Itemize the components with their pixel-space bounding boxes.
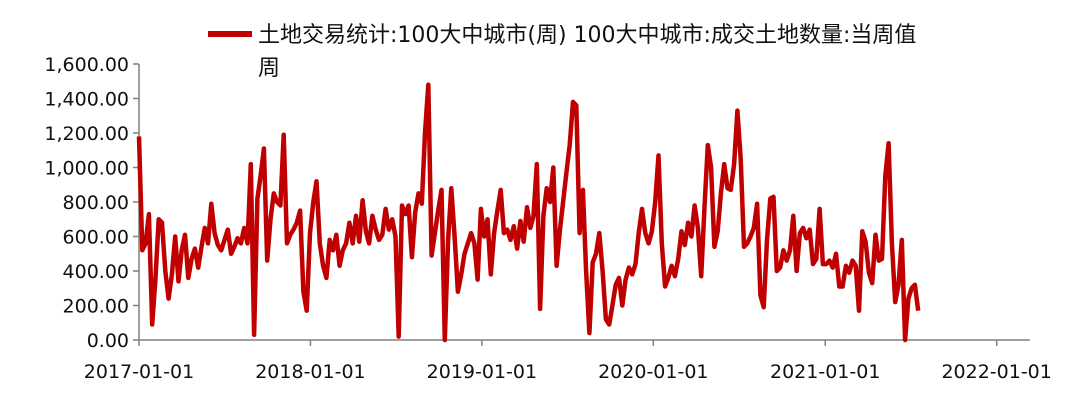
- x-axis-ticks: 2017-01-01 2018-01-01 2019-01-01 2020-01-01…: [84, 340, 1052, 383]
- y-tick-label: 200.00: [63, 296, 129, 318]
- series-line: [136, 82, 921, 343]
- x-tick-label: 2018-01-01: [255, 361, 365, 383]
- x-tick-label: 2020-01-01: [598, 361, 708, 383]
- y-tick-label: 1,200.00: [44, 123, 129, 145]
- y-tick-label: 1,400.00: [44, 89, 129, 111]
- legend: 土地交易统计:100大中城市(周) 100大中城市:成交土地数量:当周值 周: [208, 23, 916, 81]
- legend-label: 土地交易统计:100大中城市(周) 100大中城市:成交土地数量:当周值: [258, 23, 916, 48]
- x-tick-label: 2022-01-01: [941, 361, 1051, 383]
- legend-label-continued: 周: [258, 56, 280, 81]
- y-tick-label: 1,000.00: [44, 158, 129, 180]
- y-tick-label: 400.00: [63, 261, 129, 283]
- y-tick-label: 600.00: [63, 227, 129, 249]
- x-tick-label: 2017-01-01: [84, 361, 194, 383]
- x-tick-label: 2019-01-01: [427, 361, 537, 383]
- y-tick-label: 800.00: [63, 192, 129, 214]
- y-axis-ticks: 0.00 200.00 400.00 600.00 800.00 1,000.00 1,20…: [44, 54, 139, 352]
- x-tick-label: 2021-01-01: [770, 361, 880, 383]
- y-tick-label: 1,600.00: [44, 54, 129, 76]
- y-tick-label: 0.00: [87, 330, 129, 352]
